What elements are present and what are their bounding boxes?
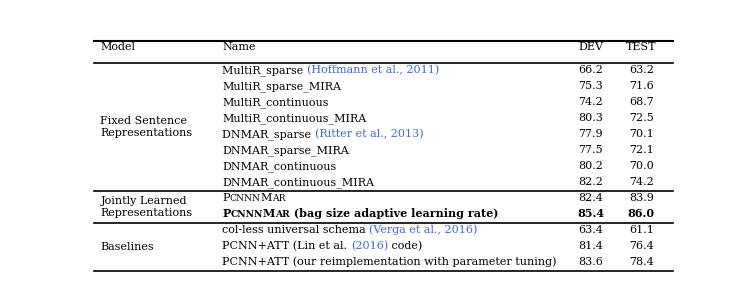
Text: (Verga et al., 2016): (Verga et al., 2016) [370,224,478,235]
Text: 66.2: 66.2 [578,65,604,75]
Text: DNMAR_sparse: DNMAR_sparse [222,129,315,140]
Text: DNMAR_continuous_MIRA: DNMAR_continuous_MIRA [222,177,374,188]
Text: AR: AR [272,194,286,203]
Text: 75.3: 75.3 [578,81,603,91]
Text: MultiR_sparse: MultiR_sparse [222,65,307,76]
Text: 77.5: 77.5 [578,145,603,155]
Text: code): code) [388,240,422,251]
Text: 70.0: 70.0 [629,161,654,171]
Text: Baselines: Baselines [100,242,154,252]
Text: P: P [222,193,230,203]
Text: DEV: DEV [578,42,604,52]
Text: 85.4: 85.4 [577,208,604,219]
Text: CNNN: CNNN [230,194,261,203]
Text: 70.1: 70.1 [629,129,654,139]
Text: 78.4: 78.4 [629,257,654,267]
Text: DNMAR_sparse_MIRA: DNMAR_sparse_MIRA [222,145,349,156]
Text: (2016): (2016) [351,240,388,251]
Text: 72.5: 72.5 [629,113,654,123]
Text: PCNN+ATT (our reimplementation with parameter tuning): PCNN+ATT (our reimplementation with para… [222,256,557,267]
Text: MultiR_continuous_MIRA: MultiR_continuous_MIRA [222,113,367,124]
Text: 74.2: 74.2 [578,97,603,107]
Text: 72.1: 72.1 [629,145,654,155]
Text: DNMAR_continuous: DNMAR_continuous [222,161,337,172]
Text: P: P [222,208,230,219]
Text: 80.3: 80.3 [578,113,604,123]
Text: 81.4: 81.4 [578,241,604,251]
Text: col-less universal schema: col-less universal schema [222,225,370,235]
Text: 83.9: 83.9 [629,193,654,203]
Text: 77.9: 77.9 [578,129,603,139]
Text: M: M [263,208,275,219]
Text: PCNN+ATT (Lin et al.: PCNN+ATT (Lin et al. [222,240,351,251]
Text: 80.2: 80.2 [578,161,604,171]
Text: 71.6: 71.6 [629,81,654,91]
Text: 68.7: 68.7 [629,97,654,107]
Text: 76.4: 76.4 [629,241,654,251]
Text: TEST: TEST [626,42,657,52]
Text: (Ritter et al., 2013): (Ritter et al., 2013) [315,129,423,139]
Text: (Hoffmann et al., 2011): (Hoffmann et al., 2011) [307,65,439,75]
Text: Name: Name [222,42,256,52]
Text: 82.4: 82.4 [578,193,604,203]
Text: Fixed Sentence
Representations: Fixed Sentence Representations [100,116,192,138]
Text: Jointly Learned
Representations: Jointly Learned Representations [100,196,192,218]
Text: CNNN: CNNN [230,210,263,219]
Text: 63.4: 63.4 [578,225,604,235]
Text: (bag size adaptive learning rate): (bag size adaptive learning rate) [290,208,498,219]
Text: 86.0: 86.0 [628,208,654,219]
Text: AR: AR [275,210,290,219]
Text: MultiR_continuous: MultiR_continuous [222,97,328,108]
Text: 82.2: 82.2 [578,177,604,187]
Text: MultiR_sparse_MIRA: MultiR_sparse_MIRA [222,81,341,92]
Text: 74.2: 74.2 [629,177,654,187]
Text: 61.1: 61.1 [629,225,654,235]
Text: 83.6: 83.6 [578,257,604,267]
Text: 63.2: 63.2 [629,65,654,75]
Text: Model: Model [100,42,135,52]
Text: M: M [261,193,272,203]
